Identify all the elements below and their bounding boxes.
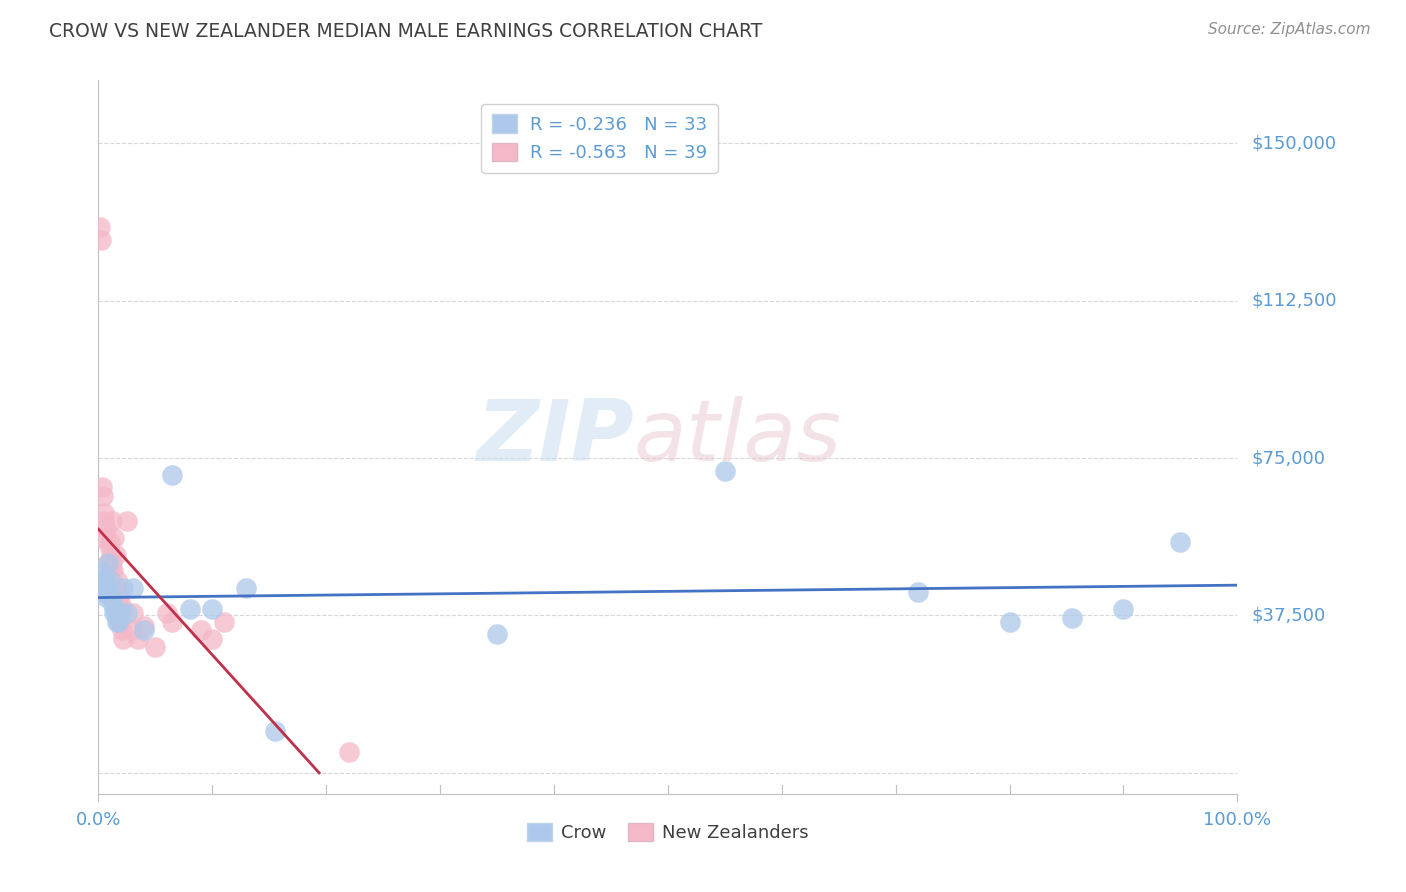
Point bbox=[1062, 610, 1084, 624]
Point bbox=[127, 632, 149, 646]
Point bbox=[96, 556, 118, 570]
Point bbox=[93, 581, 115, 595]
Point bbox=[105, 581, 128, 595]
Point bbox=[111, 623, 134, 637]
Point bbox=[201, 602, 224, 616]
Point bbox=[235, 581, 257, 595]
Point bbox=[90, 565, 112, 579]
Point bbox=[103, 598, 125, 612]
Point bbox=[96, 556, 118, 570]
Point bbox=[179, 602, 201, 616]
Point bbox=[98, 535, 121, 549]
Point bbox=[104, 607, 127, 621]
Text: $150,000: $150,000 bbox=[1251, 134, 1336, 153]
Point bbox=[264, 723, 287, 738]
Point bbox=[201, 632, 224, 646]
Text: $37,500: $37,500 bbox=[1251, 607, 1326, 624]
Point bbox=[91, 489, 114, 503]
Point bbox=[156, 607, 179, 621]
Point bbox=[107, 615, 129, 629]
Point bbox=[1170, 535, 1192, 549]
Point bbox=[107, 598, 129, 612]
Text: Source: ZipAtlas.com: Source: ZipAtlas.com bbox=[1208, 22, 1371, 37]
Point bbox=[105, 615, 128, 629]
Point bbox=[101, 556, 124, 570]
Point bbox=[93, 506, 115, 520]
Point bbox=[108, 590, 131, 604]
Point bbox=[121, 581, 143, 595]
Point bbox=[110, 607, 132, 621]
Point bbox=[121, 623, 143, 637]
Point bbox=[190, 623, 212, 637]
Point bbox=[103, 607, 125, 621]
Point bbox=[115, 607, 138, 621]
Point bbox=[337, 745, 360, 759]
Point bbox=[90, 573, 112, 587]
Text: $75,000: $75,000 bbox=[1251, 449, 1326, 467]
Point bbox=[108, 615, 131, 629]
Point bbox=[96, 590, 118, 604]
Point bbox=[89, 220, 111, 235]
Text: ZIP: ZIP bbox=[477, 395, 634, 479]
Point bbox=[121, 607, 143, 621]
Point bbox=[103, 565, 125, 579]
Text: CROW VS NEW ZEALANDER MEDIAN MALE EARNINGS CORRELATION CHART: CROW VS NEW ZEALANDER MEDIAN MALE EARNIN… bbox=[49, 22, 762, 41]
Point bbox=[907, 585, 929, 599]
Point bbox=[162, 615, 184, 629]
Point bbox=[714, 464, 737, 478]
Point bbox=[104, 548, 127, 562]
Point bbox=[100, 590, 122, 604]
Point bbox=[103, 531, 125, 545]
Point bbox=[91, 585, 114, 599]
Text: $112,500: $112,500 bbox=[1251, 292, 1337, 310]
Legend: Crow, New Zealanders: Crow, New Zealanders bbox=[519, 815, 817, 849]
Point bbox=[115, 514, 138, 528]
Point bbox=[101, 590, 124, 604]
Point bbox=[486, 627, 509, 641]
Point bbox=[90, 480, 112, 494]
Point bbox=[90, 233, 112, 247]
Point bbox=[1112, 602, 1135, 616]
Point bbox=[98, 573, 121, 587]
Point bbox=[94, 573, 117, 587]
Point bbox=[101, 514, 124, 528]
Point bbox=[112, 632, 135, 646]
Point bbox=[97, 585, 120, 599]
Point bbox=[162, 467, 184, 482]
Point bbox=[100, 565, 122, 579]
Point bbox=[112, 581, 135, 595]
Point bbox=[998, 615, 1021, 629]
Point bbox=[105, 573, 128, 587]
Point bbox=[145, 640, 167, 654]
Point bbox=[97, 539, 120, 553]
Point bbox=[132, 619, 155, 633]
Point bbox=[212, 615, 235, 629]
Point bbox=[96, 523, 118, 537]
Point bbox=[110, 598, 132, 612]
Point bbox=[108, 607, 131, 621]
Point bbox=[94, 531, 117, 545]
Text: atlas: atlas bbox=[634, 395, 842, 479]
Point bbox=[132, 623, 155, 637]
Point bbox=[100, 548, 122, 562]
Point bbox=[93, 514, 115, 528]
